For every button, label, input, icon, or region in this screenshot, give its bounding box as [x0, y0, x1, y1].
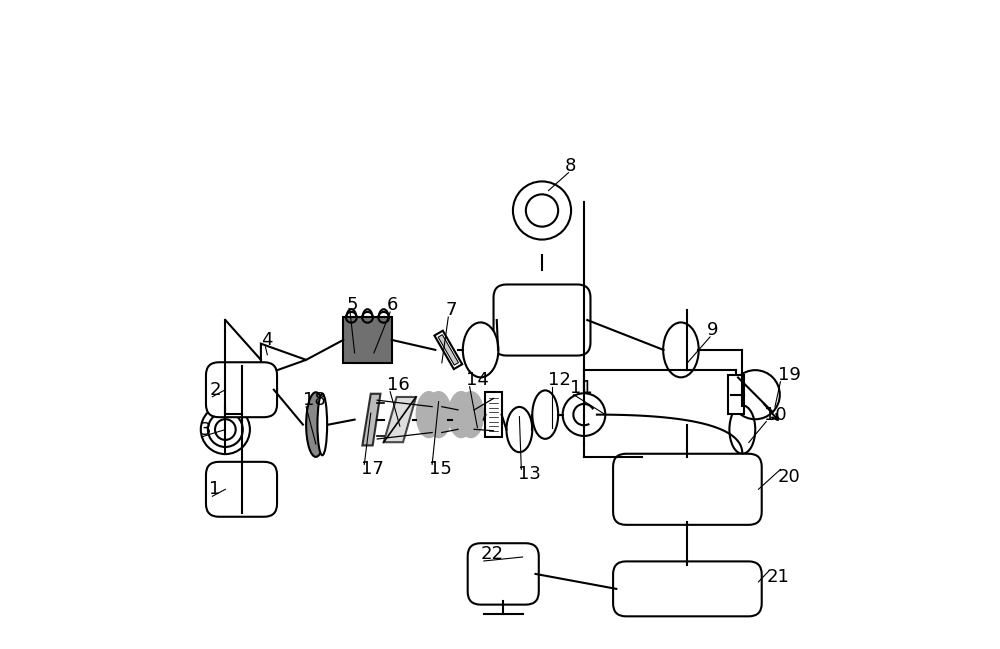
Text: 22: 22 — [481, 545, 504, 563]
FancyBboxPatch shape — [206, 362, 277, 417]
Polygon shape — [384, 397, 416, 442]
Ellipse shape — [449, 392, 474, 437]
Text: 16: 16 — [387, 376, 410, 394]
Ellipse shape — [317, 394, 327, 455]
Text: 14: 14 — [466, 371, 489, 389]
Text: 12: 12 — [548, 371, 571, 389]
Ellipse shape — [532, 391, 558, 439]
Text: 17: 17 — [361, 460, 384, 478]
Text: 11: 11 — [570, 379, 593, 397]
Ellipse shape — [506, 407, 532, 452]
Ellipse shape — [306, 392, 326, 457]
Text: 19: 19 — [778, 366, 801, 384]
FancyBboxPatch shape — [468, 543, 539, 605]
Text: 4: 4 — [261, 331, 272, 349]
Bar — [728, 375, 744, 414]
Text: 3: 3 — [200, 421, 211, 439]
FancyBboxPatch shape — [206, 462, 277, 517]
Text: 9: 9 — [707, 321, 718, 339]
Ellipse shape — [663, 323, 699, 377]
Text: 1: 1 — [209, 480, 221, 498]
FancyBboxPatch shape — [613, 561, 762, 617]
Ellipse shape — [417, 392, 441, 437]
Text: 21: 21 — [766, 568, 789, 586]
Ellipse shape — [729, 406, 755, 454]
Text: 13: 13 — [518, 465, 541, 484]
Ellipse shape — [459, 392, 483, 437]
Text: 7: 7 — [445, 301, 457, 319]
Ellipse shape — [426, 392, 451, 437]
Text: 6: 6 — [387, 296, 398, 314]
Text: 20: 20 — [778, 469, 801, 486]
Text: 5: 5 — [346, 296, 358, 314]
Bar — [485, 392, 502, 437]
Text: 8: 8 — [565, 156, 576, 175]
Ellipse shape — [463, 323, 498, 377]
Bar — [438, 335, 458, 365]
Polygon shape — [362, 394, 380, 445]
Text: 15: 15 — [429, 460, 452, 478]
FancyBboxPatch shape — [613, 454, 762, 525]
FancyBboxPatch shape — [494, 284, 590, 356]
Text: 18: 18 — [303, 391, 326, 409]
Text: 10: 10 — [764, 406, 786, 424]
Bar — [434, 331, 462, 369]
Text: 2: 2 — [209, 381, 221, 398]
Bar — [343, 317, 392, 363]
